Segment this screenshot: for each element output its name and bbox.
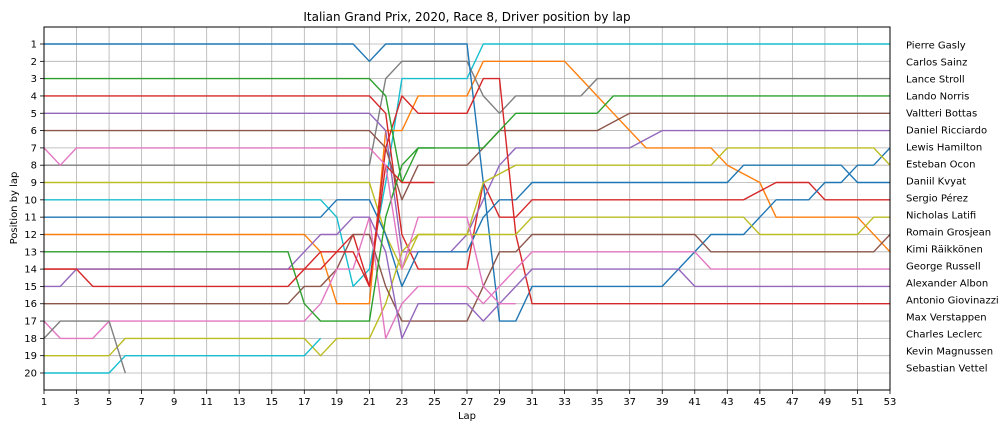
driver-label: George Russell xyxy=(906,262,981,273)
x-tick-label: 15 xyxy=(265,397,278,408)
driver-label: Nicholas Latifi xyxy=(906,211,976,222)
series-line-max-verstappen xyxy=(44,164,435,288)
x-tick-label: 27 xyxy=(461,397,474,408)
driver-label: Sergio Pérez xyxy=(906,193,968,205)
driver-label: Antonio Giovinazzi xyxy=(906,296,999,307)
driver-label: Lando Norris xyxy=(906,92,969,103)
series-line-alexander-albon xyxy=(44,77,890,184)
x-tick-label: 35 xyxy=(591,397,604,408)
x-tick-label: 31 xyxy=(526,397,539,408)
grid xyxy=(43,27,891,390)
driver-label: Daniil Kvyat xyxy=(906,177,966,188)
x-tick-label: 45 xyxy=(753,397,766,408)
x-tick-label: 7 xyxy=(138,397,144,408)
y-tick-label: 19 xyxy=(24,351,37,362)
series-line-sergio-p-rez xyxy=(44,77,890,305)
series-line-daniel-ricciardo xyxy=(44,112,890,201)
y-tick-label: 20 xyxy=(24,369,37,380)
y-axis-title: Position by lap xyxy=(9,172,20,245)
x-tick-label: 3 xyxy=(73,397,79,408)
y-tick-label: 13 xyxy=(24,247,37,258)
driver-label: Valtteri Bottas xyxy=(906,109,977,120)
x-tick-label: 13 xyxy=(233,397,246,408)
driver-label: Sebastian Vettel xyxy=(906,364,988,375)
driver-label: Daniel Ricciardo xyxy=(906,126,987,137)
driver-labels: Pierre Gasly Carlos Sainz Lance Stroll Land… xyxy=(906,41,999,375)
y-tick-label: 11 xyxy=(24,213,37,224)
x-tick-label: 53 xyxy=(884,397,897,408)
x-tick-label: 23 xyxy=(396,397,409,408)
x-tick-label: 11 xyxy=(200,397,213,408)
x-tick-label: 5 xyxy=(106,397,112,408)
driver-label: Alexander Albon xyxy=(906,279,988,290)
driver-label: Max Verstappen xyxy=(906,313,987,324)
x-tick-label: 39 xyxy=(656,397,669,408)
x-tick-label: 43 xyxy=(721,397,734,408)
series-line-antonio-giovinazzi xyxy=(44,147,435,322)
x-tick-label: 49 xyxy=(819,397,832,408)
x-axis-ticks: 1 3 5 7 9 11 13 15 17 19 21 23 25 27 29 31 33 35 37 39 41 43 4… xyxy=(41,390,897,408)
x-tick-label: 9 xyxy=(171,397,177,408)
x-tick-label: 19 xyxy=(330,397,343,408)
y-tick-label: 17 xyxy=(24,317,37,328)
series-line-lando-norris xyxy=(44,95,890,270)
y-tick-label: 6 xyxy=(31,126,37,137)
x-tick-label: 41 xyxy=(688,397,701,408)
x-tick-label: 29 xyxy=(493,397,506,408)
x-tick-label: 25 xyxy=(428,397,441,408)
series-line-charles-leclerc xyxy=(43,147,516,305)
series-line-lewis-hamilton xyxy=(44,43,891,322)
driver-label: Kevin Magnussen xyxy=(906,347,993,358)
x-tick-label: 47 xyxy=(786,397,799,408)
y-tick-label: 18 xyxy=(24,334,37,345)
y-tick-label: 2 xyxy=(31,57,37,68)
y-tick-label: 15 xyxy=(24,282,37,293)
series-line-esteban-ocon xyxy=(44,147,891,270)
series-line-george-russell xyxy=(44,216,890,340)
driver-label: Lewis Hamilton xyxy=(906,143,982,154)
x-axis-title: Lap xyxy=(458,411,476,422)
driver-label: Pierre Gasly xyxy=(906,41,966,52)
y-tick-label: 10 xyxy=(24,195,37,206)
series-lines xyxy=(43,43,891,374)
series-line-kevin-magnussen xyxy=(44,337,322,374)
y-tick-label: 3 xyxy=(31,74,37,85)
driver-label: Charles Leclerc xyxy=(906,330,982,341)
series-line-sebastian-vettel xyxy=(43,320,126,374)
driver-label: Romain Grosjean xyxy=(906,228,991,239)
x-tick-label: 17 xyxy=(298,397,311,408)
driver-label: Esteban Ocon xyxy=(906,160,975,171)
x-tick-label: 33 xyxy=(558,397,571,408)
x-tick-label: 21 xyxy=(363,397,376,408)
y-tick-label: 8 xyxy=(31,161,37,172)
x-tick-label: 1 xyxy=(41,397,47,408)
y-tick-label: 1 xyxy=(31,40,37,51)
series-line-carlos-sainz xyxy=(44,60,891,305)
x-tick-label: 51 xyxy=(851,397,864,408)
chart-title: Italian Grand Prix, 2020, Race 8, Driver… xyxy=(303,10,630,24)
y-tick-label: 4 xyxy=(31,91,37,102)
driver-label: Carlos Sainz xyxy=(906,58,967,69)
y-tick-label: 7 xyxy=(31,143,37,154)
y-tick-label: 16 xyxy=(24,299,37,310)
y-tick-label: 12 xyxy=(24,230,37,241)
y-tick-label: 14 xyxy=(24,265,37,276)
series-line-daniil-kvyat xyxy=(44,164,890,288)
x-tick-label: 37 xyxy=(623,397,636,408)
series-line-kimi-r-ikk-nen xyxy=(43,216,890,340)
driver-label: Kimi Räikkönen xyxy=(906,245,983,256)
y-tick-label: 5 xyxy=(31,109,37,120)
driver-label: Lance Stroll xyxy=(906,75,965,86)
y-tick-label: 9 xyxy=(31,178,37,189)
series-line-romain-grosjean xyxy=(44,233,891,322)
